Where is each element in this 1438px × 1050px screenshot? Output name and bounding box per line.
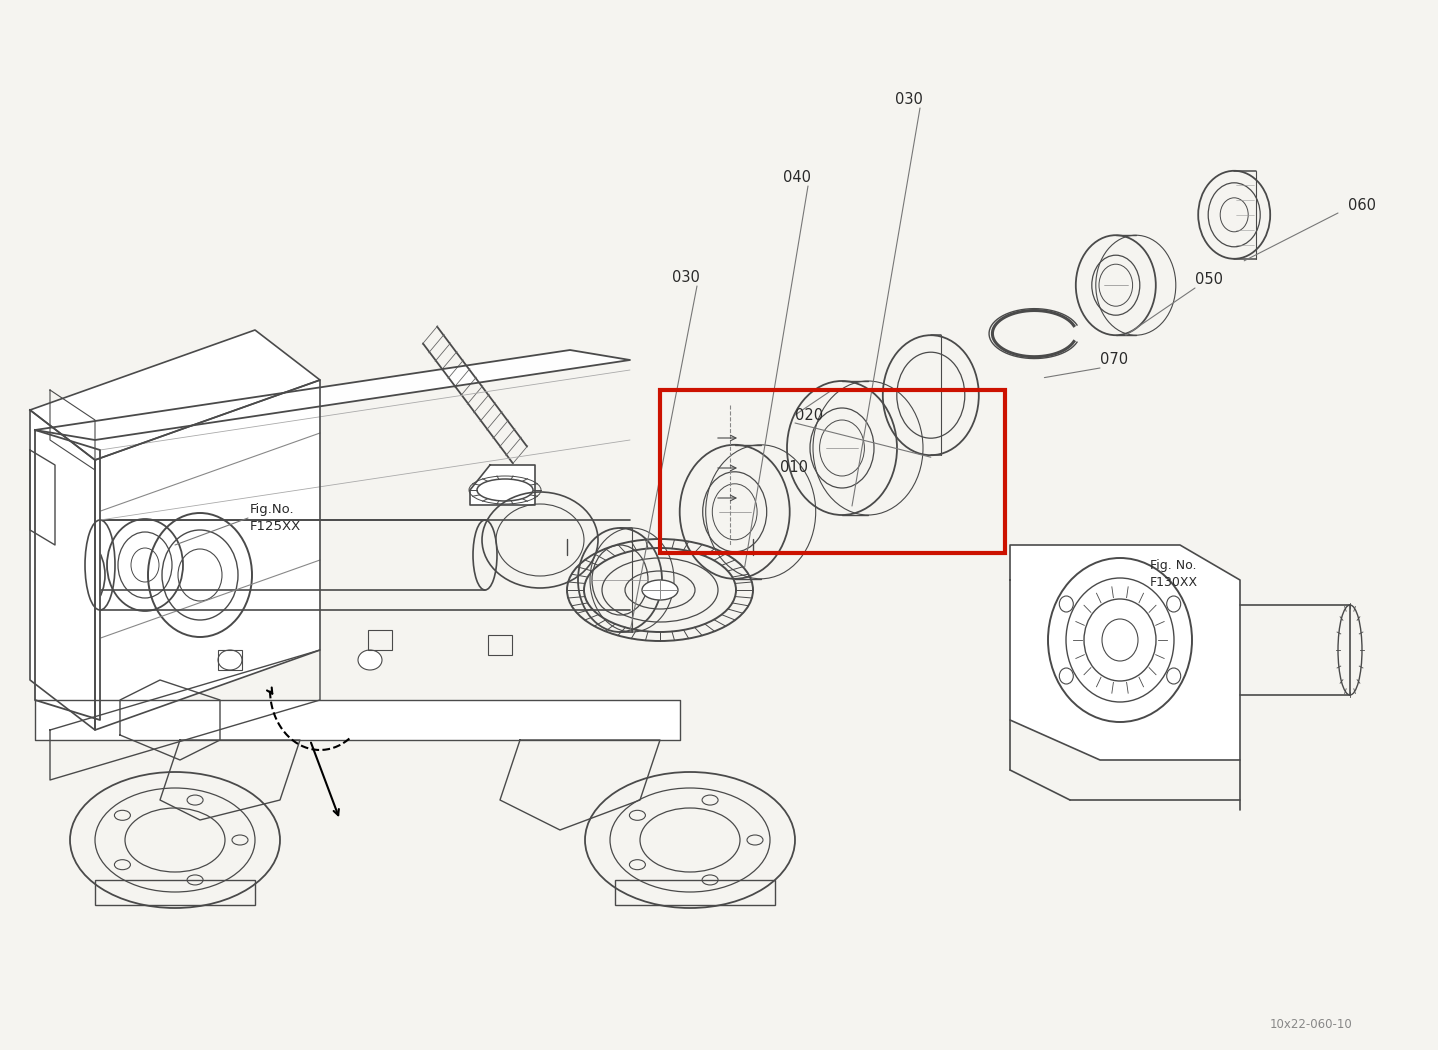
Text: 10x22-060-10: 10x22-060-10 (1270, 1018, 1353, 1031)
Text: 040: 040 (784, 170, 811, 186)
Polygon shape (470, 465, 535, 505)
Bar (219, 650, 242, 670)
Ellipse shape (1102, 620, 1137, 662)
Text: 030: 030 (672, 271, 700, 286)
Ellipse shape (1166, 596, 1181, 612)
Bar (660, 390, 1005, 553)
Ellipse shape (358, 650, 383, 670)
Text: 070: 070 (1100, 353, 1129, 367)
Bar (95, 880, 255, 905)
Text: F125XX: F125XX (250, 521, 301, 533)
Text: 060: 060 (1347, 197, 1376, 212)
Text: 010: 010 (779, 461, 808, 476)
Polygon shape (35, 700, 680, 740)
Bar (368, 630, 393, 650)
Ellipse shape (1060, 668, 1073, 684)
Ellipse shape (641, 580, 677, 600)
Ellipse shape (219, 650, 242, 670)
Polygon shape (30, 450, 55, 545)
Text: 020: 020 (795, 407, 823, 422)
Text: F130XX: F130XX (1150, 575, 1198, 588)
Polygon shape (95, 380, 321, 730)
Polygon shape (30, 410, 95, 730)
Ellipse shape (1060, 596, 1073, 612)
Polygon shape (35, 350, 630, 440)
Text: Fig.No.: Fig.No. (250, 504, 295, 517)
Ellipse shape (1166, 668, 1181, 684)
Polygon shape (35, 430, 101, 720)
Polygon shape (1009, 545, 1240, 760)
Polygon shape (30, 330, 321, 460)
Text: Fig. No.: Fig. No. (1150, 559, 1196, 571)
Text: 030: 030 (894, 92, 923, 107)
Text: 050: 050 (1195, 273, 1222, 288)
Bar (615, 880, 775, 905)
Bar (487, 635, 512, 655)
